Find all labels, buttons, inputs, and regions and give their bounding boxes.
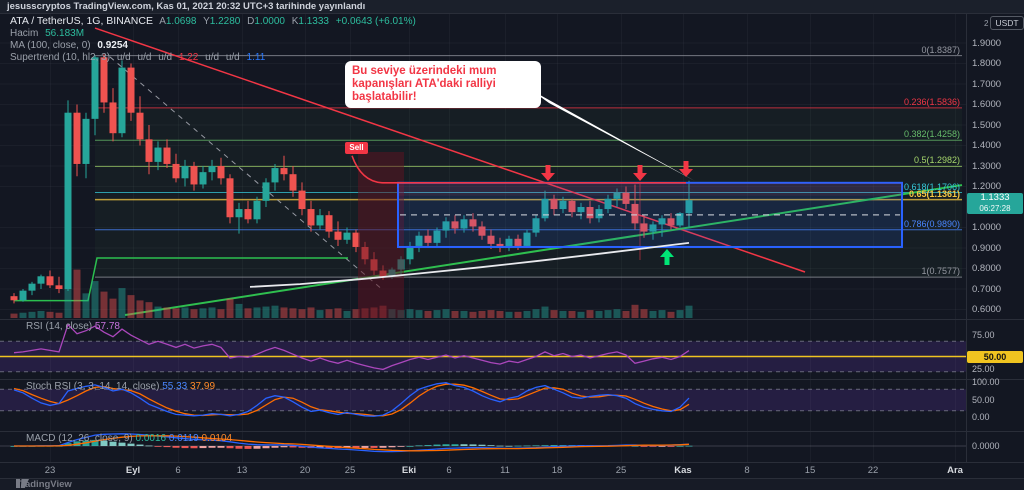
fib-label: 0.5(1.2982)	[913, 155, 960, 166]
price-scale-unit: 2 USDT	[984, 16, 1024, 30]
macd-scale-tick: 0.0000	[972, 441, 1000, 451]
price-tick: 0.7000	[972, 283, 1002, 295]
legend-ma-row[interactable]: MA (100, close, 0) 0.9254	[10, 40, 420, 51]
rsi-50-badge: 50.00	[967, 351, 1023, 363]
macd-hist-value: 0.0016	[135, 433, 167, 444]
ma-value: 0.9254	[97, 40, 128, 51]
price-tick: 1.6000	[972, 99, 1002, 110]
last-price-value: 1.1333	[980, 192, 1010, 203]
attribution-text: jesusscryptos TradingView.com, Kas 01, 2…	[7, 1, 366, 12]
fib-label: 0.65(1.1361)	[908, 188, 960, 199]
price-tick: 1.9000	[972, 37, 1002, 49]
price-tick: 0.9000	[972, 242, 1002, 254]
stoch-title: Stoch RSI (3, 3, 14, 14, close)	[26, 381, 160, 392]
publish-bar: jesusscryptos TradingView.com, Kas 01, 2…	[0, 0, 1024, 14]
ohlc-low-value: 1.0000	[254, 16, 285, 27]
time-tick: 11	[500, 465, 510, 476]
time-tick: 18	[551, 465, 563, 476]
supertrend-token: u/d	[205, 52, 220, 63]
price-tick: 1.2000	[972, 181, 1002, 192]
supertrend-label: Supertrend (10, hl2, 3)	[10, 52, 111, 63]
macd-signal-value: 0.0104	[201, 433, 233, 444]
tradingview-logo[interactable]: TradingView	[16, 479, 72, 490]
time-tick: 25	[344, 465, 356, 476]
price-tick: 1.3000	[972, 160, 1002, 172]
price-tick: 1.7000	[972, 78, 1002, 90]
time-tick: Ara	[947, 465, 963, 476]
price-tick: 1.0000	[972, 222, 1002, 233]
supertrend-buy-value: 1.11	[246, 52, 266, 63]
time-tick: 8	[744, 465, 750, 476]
currency-unit-button[interactable]: USDT	[990, 16, 1024, 30]
stoch-scale-tick: 100.00	[972, 377, 1000, 387]
scale-digit: 2	[984, 19, 989, 28]
time-tick: 15	[804, 465, 816, 476]
fib-label: 0(1.8387)	[921, 44, 960, 55]
rsi-value: 57.78	[94, 321, 120, 332]
rsi-pane-title[interactable]: RSI (14, close) 57.78	[26, 321, 120, 332]
ohlc-close-value: 1.1333	[298, 16, 329, 27]
rsi-scale-tick: 75.00	[972, 330, 995, 340]
ohlc-close-key: K	[291, 16, 299, 27]
supertrend-sell-value: 1.22	[178, 52, 199, 63]
tradingview-logo-icon	[16, 479, 29, 488]
time-tick: 13	[236, 465, 248, 476]
price-tick: 0.8000	[972, 263, 1002, 274]
fib-label: 1(0.7577)	[921, 266, 960, 277]
footer-bar	[0, 478, 1024, 490]
legend-symbol-row[interactable]: ATA / TetherUS, 1G, BINANCE A1.0698 Y1.2…	[10, 15, 420, 28]
time-tick: Eki	[401, 465, 417, 476]
time-tick: 22	[867, 465, 879, 476]
supertrend-token: u/d	[158, 52, 173, 63]
stoch-scale-tick: 50.00	[972, 395, 995, 405]
time-tick: 20	[299, 465, 311, 476]
supertrend-token: u/d	[137, 52, 152, 63]
legend-supertrend-row[interactable]: Supertrend (10, hl2, 3) u/d u/d u/d 1.22…	[10, 52, 420, 63]
ohlc-open-value: 1.0698	[165, 16, 197, 27]
supertrend-token: u/d	[225, 52, 240, 63]
price-tick: 1.4000	[972, 140, 1002, 151]
change-value: +0.0643 (+6.01%)	[335, 16, 416, 27]
chart-legend: ATA / TetherUS, 1G, BINANCE A1.0698 Y1.2…	[10, 16, 420, 64]
supertrend-token: u/d	[116, 52, 131, 63]
volume-value: 56.183M	[45, 28, 85, 39]
stoch-k-value: 55.33	[162, 381, 188, 392]
ohlc-low-key: D	[247, 16, 255, 27]
symbol-title: ATA / TetherUS, 1G, BINANCE	[10, 15, 153, 27]
price-tick: 0.6000	[972, 304, 1002, 315]
ohlc-high-key: Y	[203, 16, 210, 27]
ohlc-open-key: A	[159, 16, 166, 27]
time-tick: 25	[615, 465, 627, 476]
volume-label: Hacim	[10, 28, 39, 39]
price-tick: 1.8000	[972, 58, 1002, 69]
time-tick: 6	[446, 465, 452, 476]
tradingview-logo-text: TradingView	[16, 479, 72, 490]
bar-countdown: 06:27:28	[979, 203, 1011, 213]
fib-label: 0.786(0.9890)	[903, 218, 960, 229]
stoch-d-value: 37.99	[190, 381, 216, 392]
last-price-badge: 1.1333 06:27:28	[967, 192, 1023, 214]
callout-annotation[interactable]: Bu seviye üzerindeki mum kapanışları ATA…	[345, 61, 541, 108]
ohlc-high-value: 1.2280	[209, 16, 241, 27]
macd-pane-title[interactable]: MACD (12, 26, close, 9) 0.0016 0.0119 0.…	[26, 433, 232, 444]
macd-title: MACD (12, 26, close, 9)	[26, 433, 133, 444]
stoch-pane-title[interactable]: Stoch RSI (3, 3, 14, 14, close) 55.33 37…	[26, 381, 215, 392]
rsi-title: RSI (14, close)	[26, 321, 93, 332]
time-tick: Kas	[674, 465, 692, 476]
macd-line-value: 0.0119	[168, 433, 199, 444]
stoch-scale-tick: 0.00	[972, 412, 990, 422]
supertrend-sell-badge: Sell	[345, 142, 368, 154]
time-tick: 23	[44, 465, 56, 476]
rsi-scale-tick: 25.00	[972, 364, 995, 374]
fib-label: 0.382(1.4258)	[903, 129, 960, 140]
legend-volume-row[interactable]: Hacim 56.183M	[10, 28, 420, 39]
time-tick: Eyl	[125, 465, 141, 476]
fib-label: 0.236(1.5836)	[903, 96, 960, 107]
time-tick: 6	[175, 465, 181, 476]
ma-label: MA (100, close, 0)	[10, 40, 91, 51]
price-tick: 1.5000	[972, 119, 1002, 131]
fib-label: 0.618(1.1706)	[903, 181, 960, 192]
